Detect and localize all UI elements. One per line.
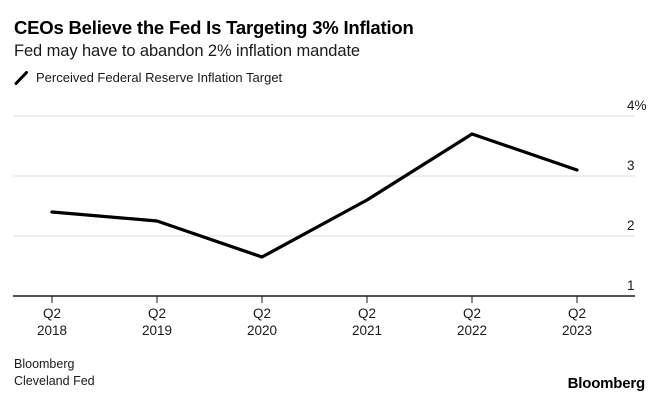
legend-label: Perceived Federal Reserve Inflation Targ… — [36, 70, 283, 85]
x-axis-label: Q2 2023 — [562, 306, 592, 338]
y-axis-label: 1 — [627, 278, 635, 293]
line-mark-icon — [14, 70, 28, 85]
source-line-1: Bloomberg — [14, 357, 75, 371]
y-axis-label: 2 — [627, 218, 635, 233]
x-axis-label: Q2 2021 — [352, 306, 382, 338]
x-axis-label: Q2 2018 — [37, 306, 67, 338]
bloomberg-logo: Bloomberg — [567, 375, 646, 392]
source-line-2: Cleveland Fed — [14, 373, 95, 388]
page-title: CEOs Believe the Fed Is Targeting 3% Inf… — [14, 17, 414, 38]
legend: Perceived Federal Reserve Inflation Targ… — [14, 70, 282, 85]
chart-subtitle: Fed may have to abandon 2% inflation man… — [14, 42, 360, 60]
x-axis-label: Q2 2022 — [457, 306, 487, 338]
x-axis-label: Q2 2019 — [142, 306, 172, 338]
y-axis-label: 4% — [627, 98, 647, 113]
x-axis-label: Q2 2020 — [247, 306, 277, 338]
source-note: Bloomberg Cleveland Fed — [14, 356, 95, 389]
y-axis-label: 3 — [627, 158, 635, 173]
data-line — [50, 132, 579, 259]
